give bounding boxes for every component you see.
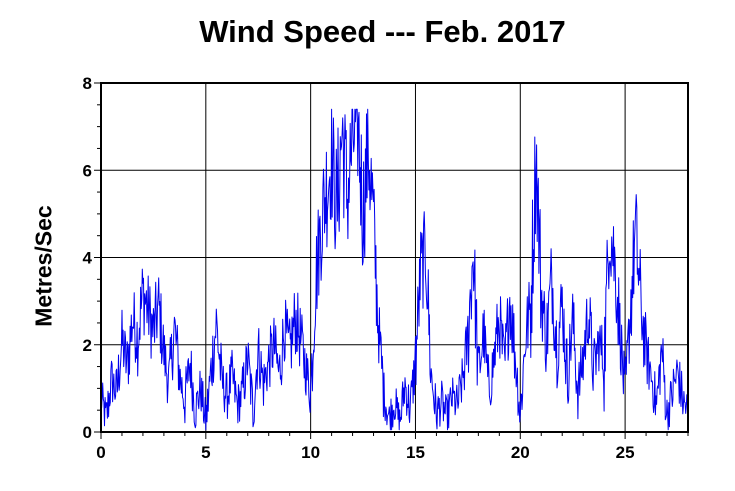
x-tick-labels: 0 5 10 15 20 25 — [96, 443, 634, 462]
series-layer — [100, 108, 689, 431]
x-tick-label: 5 — [201, 443, 210, 462]
x-tick-label: 20 — [511, 443, 530, 462]
y-tick-label: 6 — [83, 161, 92, 180]
y-tick-label: 0 — [83, 423, 92, 442]
minor-ticks — [94, 82, 689, 439]
y-tick-label: 4 — [83, 249, 93, 268]
chart-title: Wind Speed --- Feb. 2017 — [199, 14, 566, 49]
grid-lines — [101, 83, 688, 432]
x-tick-label: 0 — [96, 443, 105, 462]
series-line-wind-speed — [100, 108, 689, 431]
x-tick-label: 10 — [301, 443, 320, 462]
x-tick-label: 25 — [616, 443, 635, 462]
y-tick-label: 8 — [83, 74, 92, 93]
y-tick-labels: 0 2 4 6 8 — [83, 74, 93, 442]
y-tick-label: 2 — [83, 336, 92, 355]
x-tick-label: 15 — [406, 443, 425, 462]
